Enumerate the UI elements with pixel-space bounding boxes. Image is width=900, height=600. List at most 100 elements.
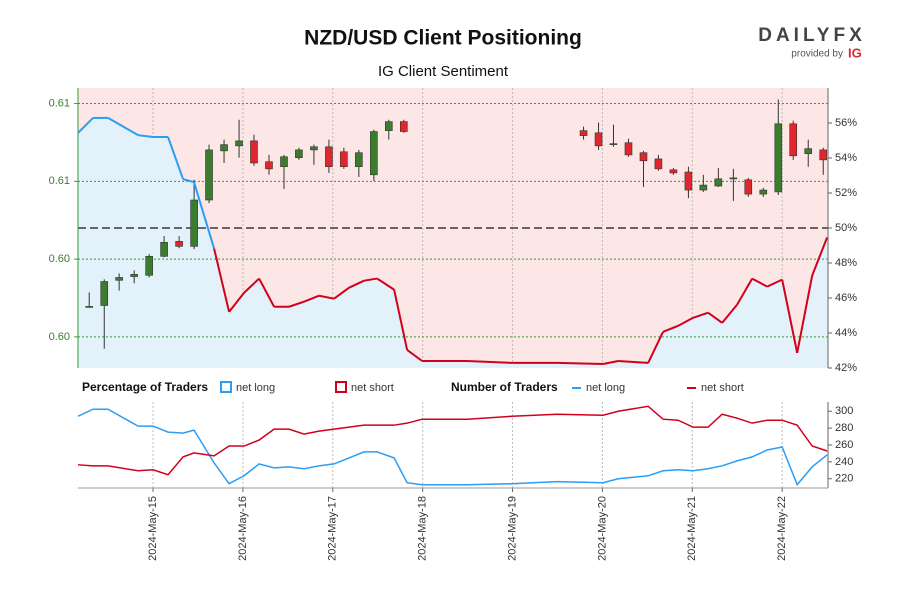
provided-by: provided by [791, 49, 843, 60]
legend-label: net long [586, 382, 625, 394]
candle-body [370, 131, 378, 176]
sentiment-line [766, 278, 783, 288]
sentiment-line [796, 275, 814, 354]
candle-body [310, 146, 318, 151]
candle-body [714, 178, 723, 187]
candle-body [609, 143, 618, 145]
candle-body [384, 121, 393, 131]
y2-tick-label: 52% [835, 187, 857, 199]
sentiment-line [243, 277, 260, 294]
legend-swatch [335, 381, 347, 393]
x-tick-label: 2024-May-18 [417, 496, 429, 561]
candle-body [789, 123, 798, 157]
sentiment-line [692, 311, 709, 319]
candle-body [774, 123, 783, 193]
candle-body [654, 158, 663, 170]
sentiment-line [662, 324, 679, 333]
sentiment-line [333, 286, 350, 300]
trader-line [77, 408, 828, 487]
candle-body [280, 156, 288, 168]
candle-body [594, 132, 603, 147]
candle-body [145, 256, 153, 276]
y2-tick-label: 300 [835, 405, 853, 417]
x-tick-label: 2024-May-19 [506, 496, 518, 561]
y2-tick-label: 280 [835, 422, 853, 434]
candle-body [265, 161, 273, 170]
candle-body [729, 177, 738, 180]
sentiment-line [406, 349, 423, 362]
sentiment-line [736, 278, 754, 306]
sentiment-line [288, 300, 305, 308]
chart-subtitle: IG Client Sentiment [378, 63, 509, 80]
x-tick-label: 2024-May-20 [596, 496, 608, 561]
y2-tick-label: 56% [835, 117, 857, 129]
provider: IG [848, 45, 862, 60]
sentiment-line [213, 248, 231, 313]
sentiment-line [167, 136, 185, 180]
candle-body [399, 121, 408, 132]
sentiment-line [647, 331, 664, 364]
y-tick-label: 0.60 [49, 331, 70, 343]
sentiment-line [318, 294, 335, 300]
sentiment-line [193, 181, 216, 249]
candle-body [160, 242, 168, 257]
sentiment-line [557, 361, 604, 365]
y2-tick-label: 48% [835, 257, 857, 269]
y2-tick-label: 44% [835, 327, 857, 339]
sentiment-line [107, 117, 139, 136]
sentiment-line [258, 278, 275, 308]
sentiment-line [393, 289, 409, 351]
y2-tick-label: 220 [835, 473, 853, 485]
sentiment-line [363, 277, 378, 282]
candle-body [340, 151, 348, 168]
sentiment-line [348, 279, 365, 289]
sentiment-line [228, 292, 245, 313]
sentiment-line [618, 360, 649, 364]
legend-label: net short [351, 382, 394, 394]
candle-body [699, 184, 708, 191]
candle-body [295, 149, 303, 158]
candle-body [624, 142, 633, 156]
candle-body [744, 179, 753, 195]
candle-body [819, 149, 828, 161]
sentiment-line [303, 294, 320, 303]
y2-tick-label: 50% [835, 222, 857, 234]
candle-body [220, 144, 228, 152]
candle-body [100, 281, 109, 306]
sentiment-line [77, 117, 94, 134]
y-tick-label: 0.61 [49, 97, 70, 109]
sentiment-line [677, 316, 694, 327]
legend-label: net short [701, 382, 744, 394]
x-tick-label: 2024-May-16 [237, 496, 249, 561]
sentiment-line [721, 304, 738, 324]
legend-swatch [220, 381, 232, 393]
candle-body [235, 140, 243, 147]
candle-body [804, 148, 813, 154]
candle-body [130, 274, 138, 277]
candle-body [190, 199, 198, 247]
trader-line [77, 405, 828, 476]
candle-body [355, 152, 363, 168]
x-tick-label: 2024-May-17 [327, 496, 339, 561]
candle-body [669, 169, 678, 174]
sentiment-line [602, 360, 619, 365]
candle-body [759, 189, 768, 195]
x-tick-label: 2024-May-22 [776, 496, 788, 561]
sentiment-line [467, 360, 513, 364]
sentiment-line [781, 279, 799, 354]
sentiment-line [137, 134, 154, 138]
y2-tick-label: 46% [835, 292, 857, 304]
y2-tick-label: 54% [835, 152, 857, 164]
candle-body [684, 171, 693, 191]
candle-body [639, 152, 648, 162]
y2-tick-label: 260 [835, 439, 853, 451]
x-tick-label: 2024-May-21 [686, 496, 698, 561]
sentiment-line [751, 277, 768, 288]
candle-body [579, 130, 588, 136]
candle-body [115, 277, 123, 281]
net-long-area [78, 117, 828, 368]
y-tick-label: 0.60 [49, 253, 70, 265]
y-tick-label: 0.61 [49, 175, 70, 187]
sentiment-line [707, 311, 723, 324]
